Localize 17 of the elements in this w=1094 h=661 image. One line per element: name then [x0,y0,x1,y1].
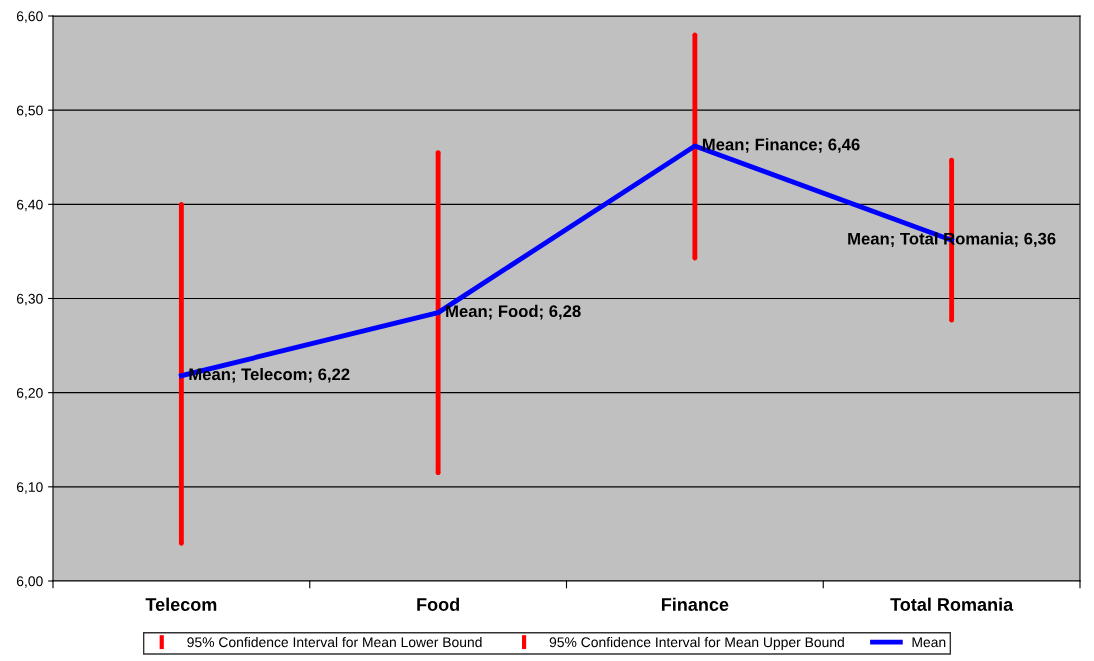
y-tick-label: 6,10 [16,482,43,494]
data-label: Mean; Finance; 6,46 [702,138,860,153]
x-tick-label: Total Romania [890,597,1014,611]
y-tick-label: 6,00 [16,576,43,588]
legend-label: 95% Confidence Interval for Mean Upper Bound [549,636,844,650]
y-tick-label: 6,30 [16,293,43,306]
legend-label: Mean [912,637,946,648]
legend-label: 95% Confidence Interval for Mean Lower Bound [187,636,482,648]
data-label: Mean; Telecom; 6,22 [189,367,350,383]
y-tick-label: 6,50 [16,105,43,117]
x-tick-label: Food [417,597,459,611]
data-label: Mean; Food; 6,28 [446,304,581,320]
y-tick-label: 6,20 [16,388,43,400]
x-tick-label: Telecom [145,597,217,611]
x-tick-label: Finance [661,597,729,611]
y-tick-label: 6,40 [16,199,43,212]
y-tick-label: 6,60 [16,11,43,23]
